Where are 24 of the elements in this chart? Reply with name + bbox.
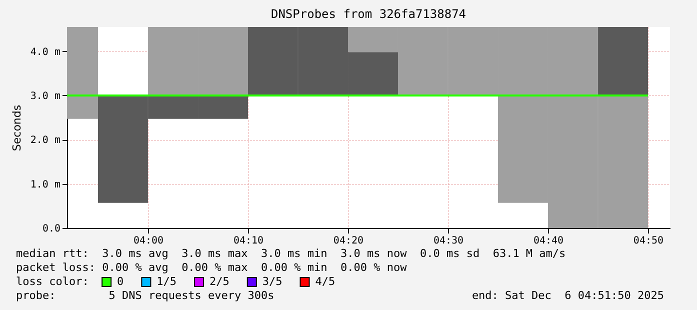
x-tick-label: 04:50 [633, 236, 664, 246]
legend-label: 4/5 [315, 275, 336, 288]
text: probe: 5 DNS requests every 300s [16, 289, 274, 302]
y-axis-title: Seconds [10, 104, 24, 152]
legend-label: 0 [117, 275, 124, 288]
y-tick-label: 3.0 m [30, 90, 60, 102]
y-tick-label: 2.0 m [30, 135, 60, 146]
y-tick-label: 4.0 m [30, 46, 60, 58]
text: packet loss: 0.00 % avg 0.00 % max 0.00 % min 0.00 % now [16, 261, 408, 274]
x-tick-label: 04:10 [233, 236, 264, 246]
x-tick-label: 04:20 [333, 236, 364, 246]
y-tick-label: 1.0 m [30, 179, 60, 190]
legend-label: 3/5 [262, 275, 282, 288]
chart-title: DNSProbes from 326fa7138874 [270, 7, 466, 21]
text: end: Sat Dec 6 04:51:50 2025 [472, 289, 664, 302]
legend-label: 2/5 [210, 275, 230, 288]
x-tick-label: 04:40 [533, 236, 564, 246]
legend-title: loss color: [16, 275, 89, 288]
y-tick-label: 0.0 [42, 224, 60, 234]
x-tick-label: 04:00 [133, 236, 164, 246]
x-tick-label: 04:30 [433, 236, 464, 246]
text: median rtt: 3.0 ms avg 3.0 ms max 3.0 ms min 3.0 ms now 0.0 ms sd 63.1 M am/s [16, 247, 566, 260]
bar [598, 27, 648, 96]
legend-label: 1/5 [156, 275, 177, 288]
